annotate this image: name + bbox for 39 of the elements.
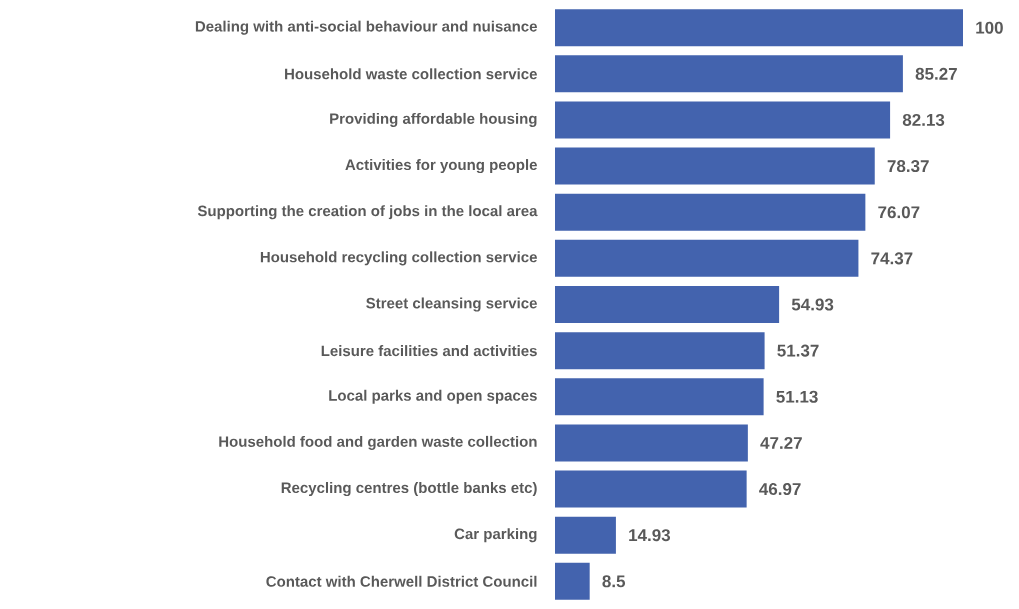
data-label: 76.07 [878, 206, 920, 219]
data-label: 85.27 [915, 67, 957, 80]
data-label: 14.93 [629, 529, 671, 542]
data-label: 54.93 [791, 298, 834, 311]
data-label: 51.37 [777, 344, 819, 357]
bar [555, 424, 748, 462]
bar [555, 101, 891, 139]
data-label: 78.37 [887, 160, 929, 173]
y-tick-label: Street cleansing service [366, 297, 537, 312]
bar [555, 516, 616, 554]
data-label: 8.5 [602, 575, 626, 588]
y-tick-label: Providing affordable housing [330, 112, 537, 127]
y-tick-label: Contact with Cherwell District Council [266, 575, 537, 587]
bar [555, 470, 747, 508]
bar [555, 562, 590, 600]
bar [555, 286, 780, 323]
y-tick-label: Local parks and open spaces [329, 389, 537, 404]
data-label: 100 [976, 21, 1003, 34]
y-tick-label: Car parking [454, 528, 537, 543]
y-tick-label: Dealing with anti-social behaviour and nuisance [195, 20, 537, 35]
y-tick-label: Household waste collection service [285, 68, 537, 80]
y-tick-label: Household food and garden waste collection [219, 435, 537, 450]
data-label: 74.37 [871, 252, 913, 265]
y-tick-label: Recycling centres (bottle banks etc) [281, 482, 537, 497]
data-label: 47.27 [760, 436, 802, 449]
y-tick-label: Supporting the creation of jobs in the local area [197, 205, 538, 220]
data-label: 82.13 [902, 113, 945, 126]
bar [555, 332, 765, 370]
y-tick-label: Leisure facilities and activities [321, 345, 537, 357]
data-label: 51.13 [776, 390, 818, 403]
y-tick-label: Household recycling collection service [260, 251, 537, 266]
bar [555, 147, 875, 185]
bar [555, 239, 859, 277]
bar [555, 55, 903, 93]
bar [555, 193, 866, 231]
y-tick-label: Activities for young people [345, 159, 537, 174]
data-label: 46.97 [759, 483, 801, 496]
bar [555, 9, 963, 47]
bar [555, 378, 764, 416]
